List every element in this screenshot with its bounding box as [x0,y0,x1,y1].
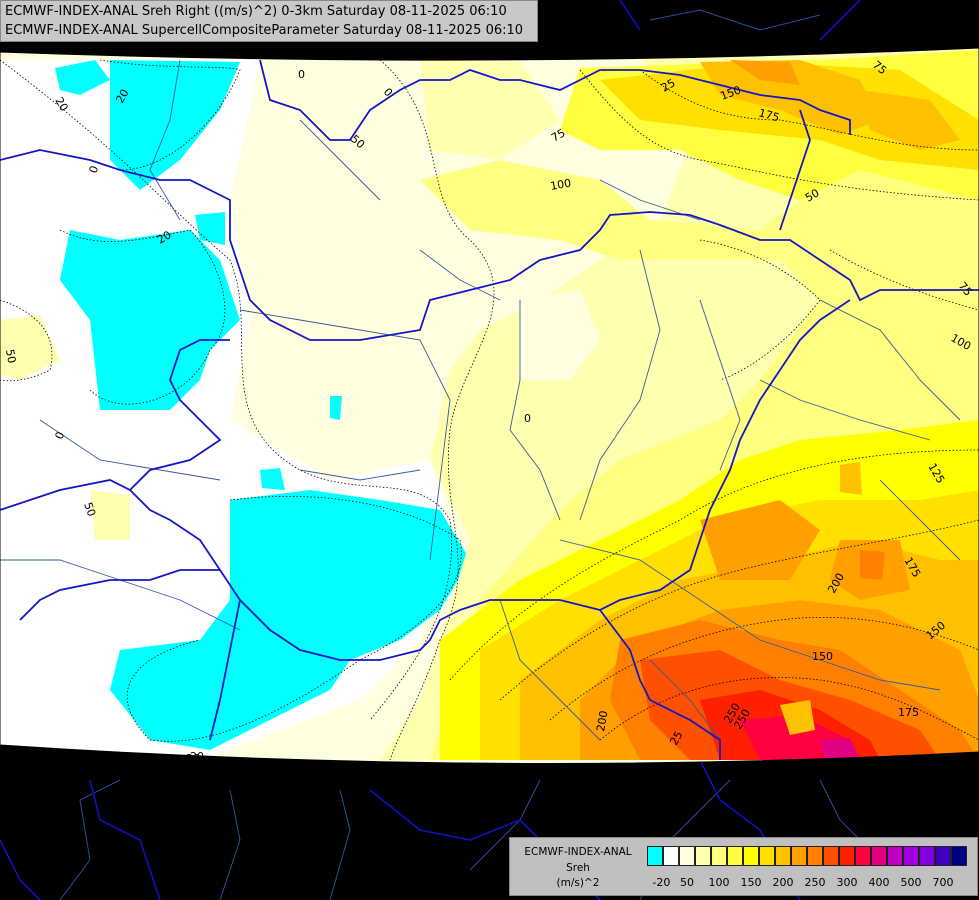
legend-title: ECMWF-INDEX-ANAL [524,846,632,858]
legend-swatch [711,846,727,866]
legend-swatch [759,846,775,866]
legend-variable: Sreh [566,862,590,874]
title-line-1: ECMWF-INDEX-ANAL Sreh Right ((m/s)^2) 0-… [5,4,507,19]
legend-swatch [743,846,759,866]
legend-swatch [855,846,871,866]
contour-label: 0 [87,164,102,175]
contour-label: 0 [524,412,531,425]
legend-tick-label: 700 [932,876,954,889]
contour-label: 50 [81,501,98,519]
legend-swatch [727,846,743,866]
legend-swatch [951,846,967,866]
legend-swatch [935,846,951,866]
contour-label: 0 [298,68,305,81]
legend-tick-label: 300 [836,876,858,889]
legend-tick-label: 250 [804,876,826,889]
contour-label: 175 [898,706,919,719]
legend-swatch [695,846,711,866]
legend-units: (m/s)^2 [556,877,600,889]
contour-label: 0 [53,430,68,441]
domain-outline [0,47,979,764]
legend-swatch [823,846,839,866]
legend-tick-label: -20 [652,876,671,889]
rivers [0,59,961,741]
contour-label: 200 [594,710,610,733]
title-box: ECMWF-INDEX-ANAL Sreh Right ((m/s)^2) 0-… [0,0,538,42]
legend-swatch [839,846,855,866]
legend-tick-label: 400 [868,876,890,889]
contour-label: 20 [52,95,70,114]
legend-tick-label: 150 [740,876,762,889]
contour-label: 150 [812,650,833,663]
legend-swatch [663,846,679,866]
contour-label: 175 [757,106,781,124]
sreh-field: 20 20 0 20 50 50 0 0 50 0 0 20 20 25 150… [0,48,979,764]
legend-tick-label: 50 [680,876,694,889]
legend-swatch [807,846,823,866]
legend-swatch [903,846,919,866]
contour-label: 50 [803,186,822,204]
color-legend: ECMWF-INDEX-ANAL Sreh (m/s)^2 -20 50 100 15… [509,837,978,896]
contour-label: 100 [549,177,572,193]
borders [0,59,979,760]
legend-swatch [775,846,791,866]
legend-swatch [647,846,663,866]
title-line-2: ECMWF-INDEX-ANAL SupercellCompositeParam… [5,23,524,38]
contour-label: 20 [155,228,174,246]
contour-label: 20 [113,87,131,106]
legend-swatch [919,846,935,866]
contour-label: 25 [667,729,685,748]
legend-swatch [791,846,807,866]
legend-swatch [871,846,887,866]
legend-tick-label: 200 [772,876,794,889]
legend-tick-label: 500 [900,876,922,889]
contour-label: 75 [549,126,568,144]
contour-label: 25 [659,76,678,94]
legend-swatch [887,846,903,866]
legend-tick-label: 100 [708,876,730,889]
contour-label: 50 [3,348,18,364]
legend-swatch [679,846,695,866]
